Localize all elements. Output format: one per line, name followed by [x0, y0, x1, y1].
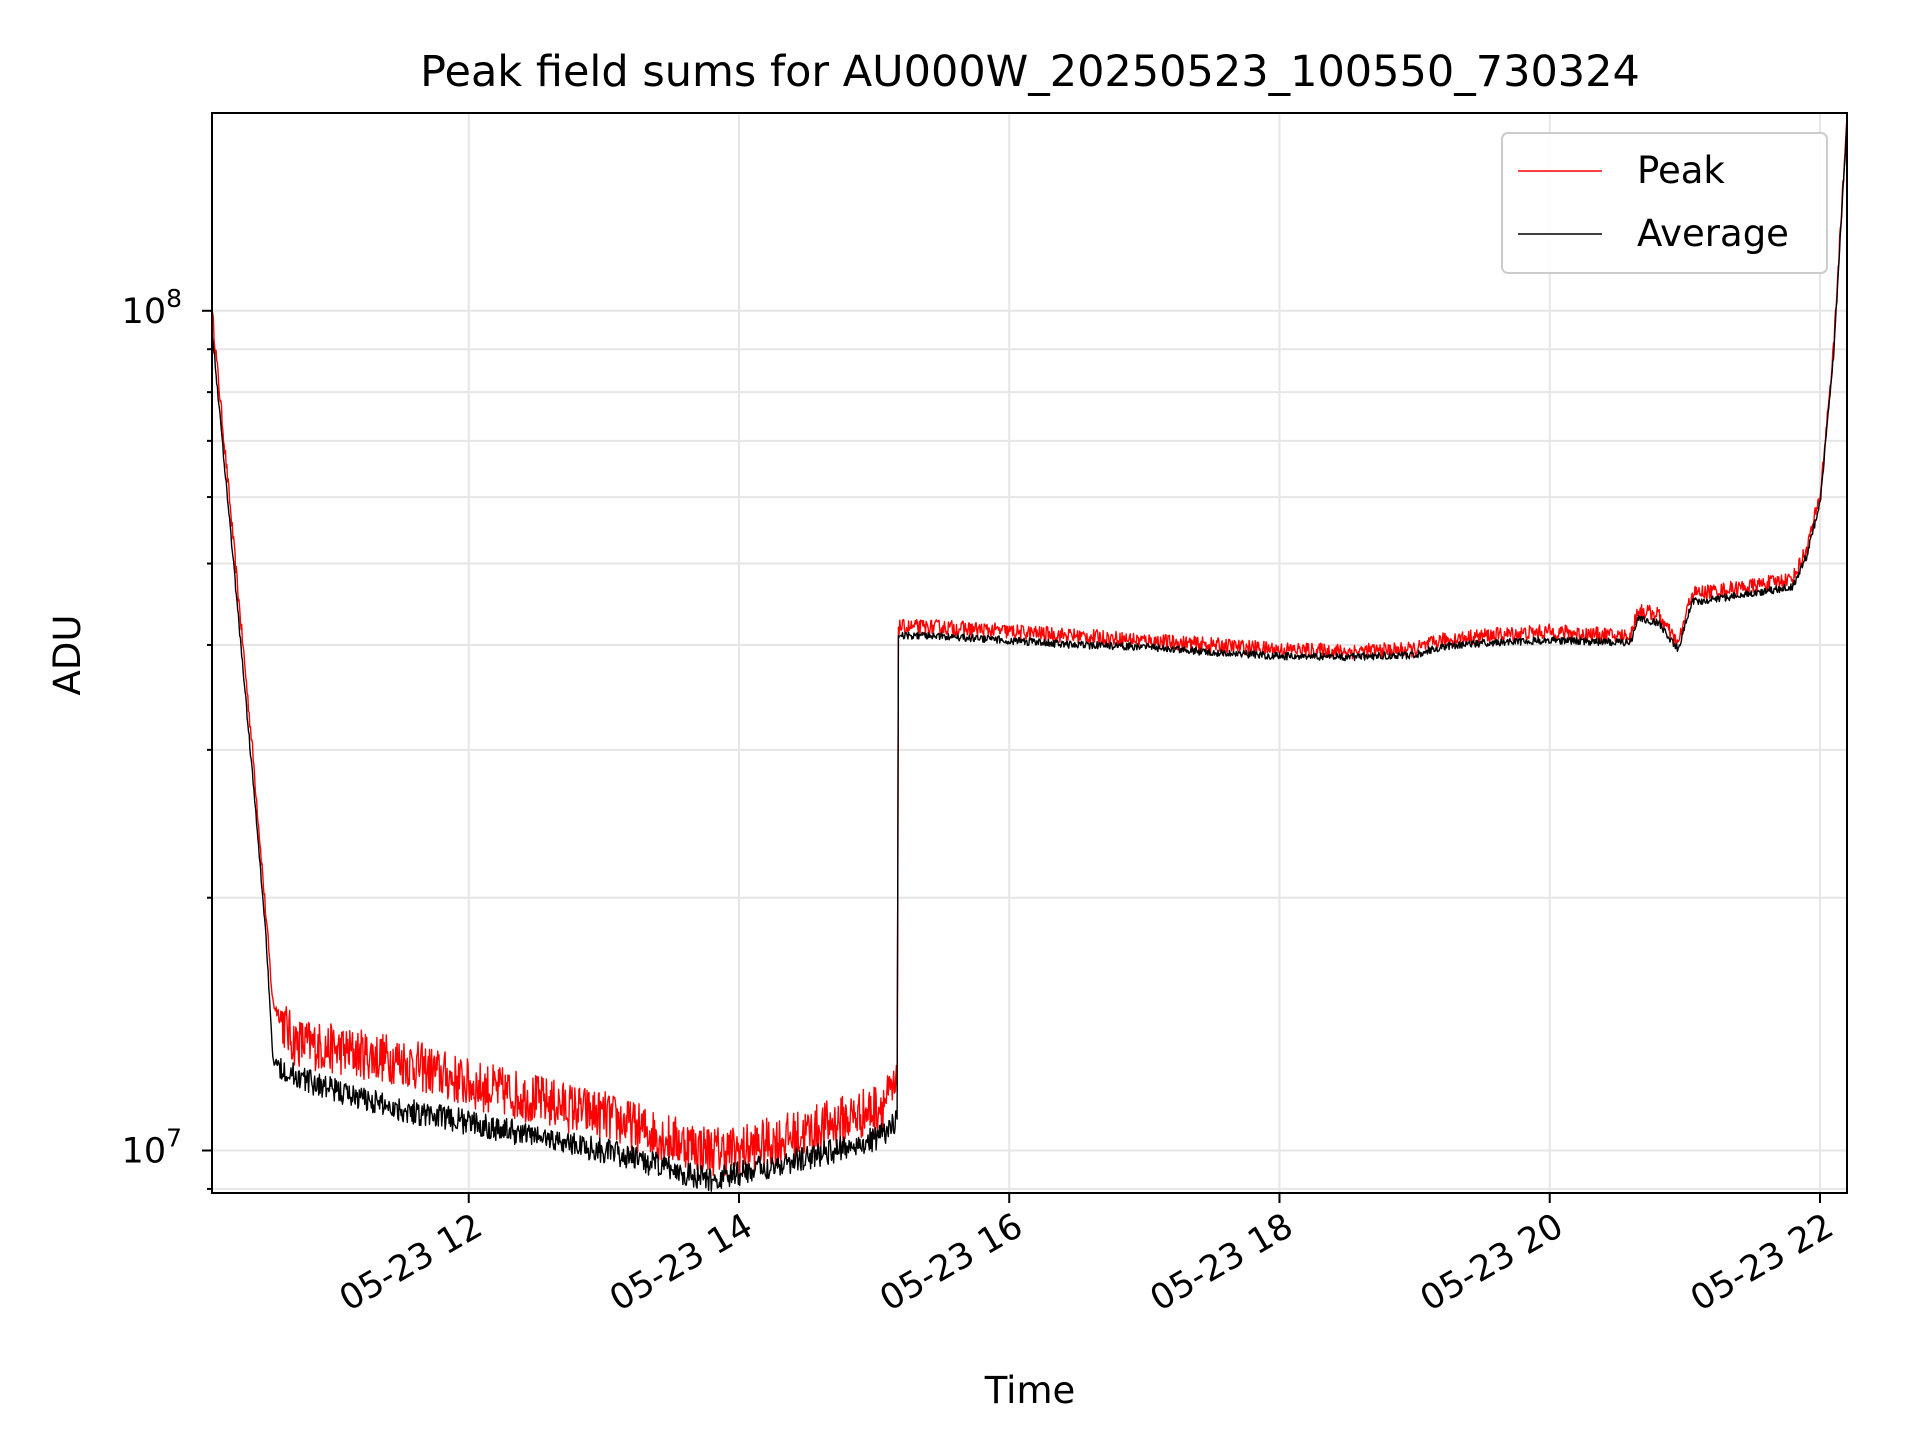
legend: Peak Average	[1501, 132, 1828, 274]
legend-label-average: Average	[1637, 212, 1789, 255]
chart-title: Peak field sums for AU000W_20250523_1005…	[420, 47, 1640, 97]
y-axis-label: ADU	[46, 615, 89, 696]
y-tick-label: 107	[122, 1124, 182, 1172]
legend-label-peak: Peak	[1637, 149, 1725, 192]
y-tick-label: 108	[122, 284, 182, 332]
series-layer	[212, 117, 1847, 1192]
plot-frame	[211, 112, 1848, 1194]
series-average-line	[212, 121, 1847, 1192]
x-axis-label: Time	[984, 1369, 1076, 1412]
series-peak-line	[212, 117, 1847, 1176]
legend-box	[1501, 132, 1828, 274]
